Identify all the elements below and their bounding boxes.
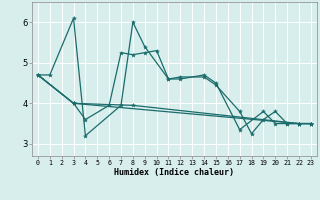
X-axis label: Humidex (Indice chaleur): Humidex (Indice chaleur) [115,168,234,177]
